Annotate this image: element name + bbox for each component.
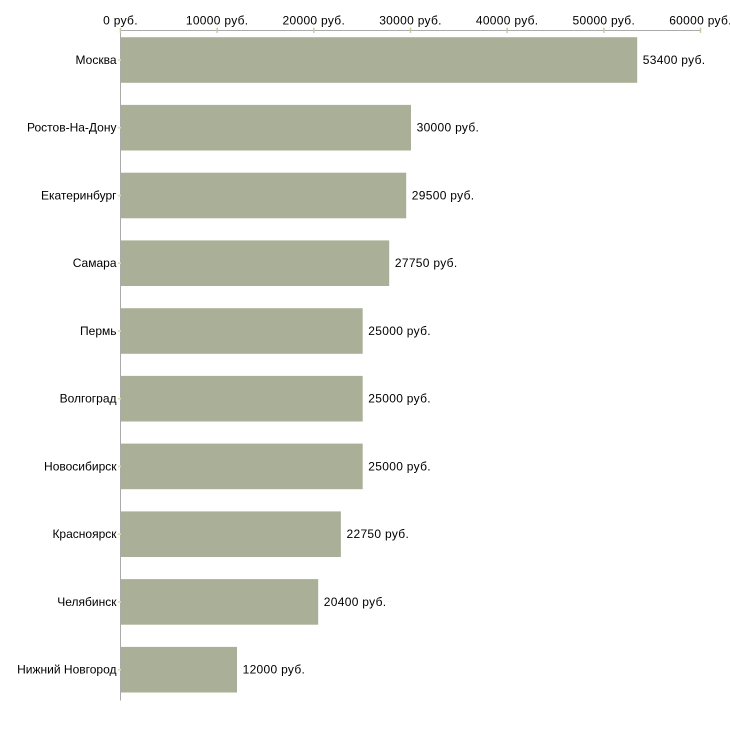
svg-text:20000 руб.: 20000 руб. bbox=[283, 13, 346, 27]
svg-text:29500 руб.: 29500 руб. bbox=[412, 189, 475, 203]
svg-text:0 руб.: 0 руб. bbox=[103, 13, 138, 27]
svg-text:25000 руб.: 25000 руб. bbox=[368, 324, 431, 338]
svg-text:50000 руб.: 50000 руб. bbox=[573, 13, 636, 27]
svg-text:Москва: Москва bbox=[76, 53, 117, 67]
svg-text:Волгоград: Волгоград bbox=[60, 392, 117, 406]
svg-text:60000 руб.: 60000 руб. bbox=[669, 13, 730, 27]
svg-text:25000 руб.: 25000 руб. bbox=[368, 459, 431, 473]
svg-text:Новосибирск: Новосибирск bbox=[44, 459, 117, 473]
svg-text:12000 руб.: 12000 руб. bbox=[243, 663, 306, 677]
svg-text:25000 руб.: 25000 руб. bbox=[368, 392, 431, 406]
svg-text:10000 руб.: 10000 руб. bbox=[186, 13, 249, 27]
svg-text:Самара: Самара bbox=[73, 256, 117, 270]
svg-text:Ростов-На-Дону: Ростов-На-Дону bbox=[27, 121, 116, 135]
svg-text:Пермь: Пермь bbox=[80, 324, 116, 338]
svg-text:Челябинск: Челябинск bbox=[57, 595, 117, 609]
svg-text:30000 руб.: 30000 руб. bbox=[417, 121, 480, 135]
svg-text:30000 руб.: 30000 руб. bbox=[379, 13, 442, 27]
svg-text:40000 руб.: 40000 руб. bbox=[476, 13, 539, 27]
svg-text:Красноярск: Красноярск bbox=[52, 527, 117, 541]
svg-text:22750 руб.: 22750 руб. bbox=[347, 527, 410, 541]
svg-text:Екатеринбург: Екатеринбург bbox=[41, 189, 117, 203]
svg-text:20400 руб.: 20400 руб. bbox=[324, 595, 387, 609]
svg-text:53400 руб.: 53400 руб. bbox=[643, 53, 706, 67]
svg-text:Нижний Новгород: Нижний Новгород bbox=[17, 663, 116, 677]
svg-text:27750 руб.: 27750 руб. bbox=[395, 256, 458, 270]
